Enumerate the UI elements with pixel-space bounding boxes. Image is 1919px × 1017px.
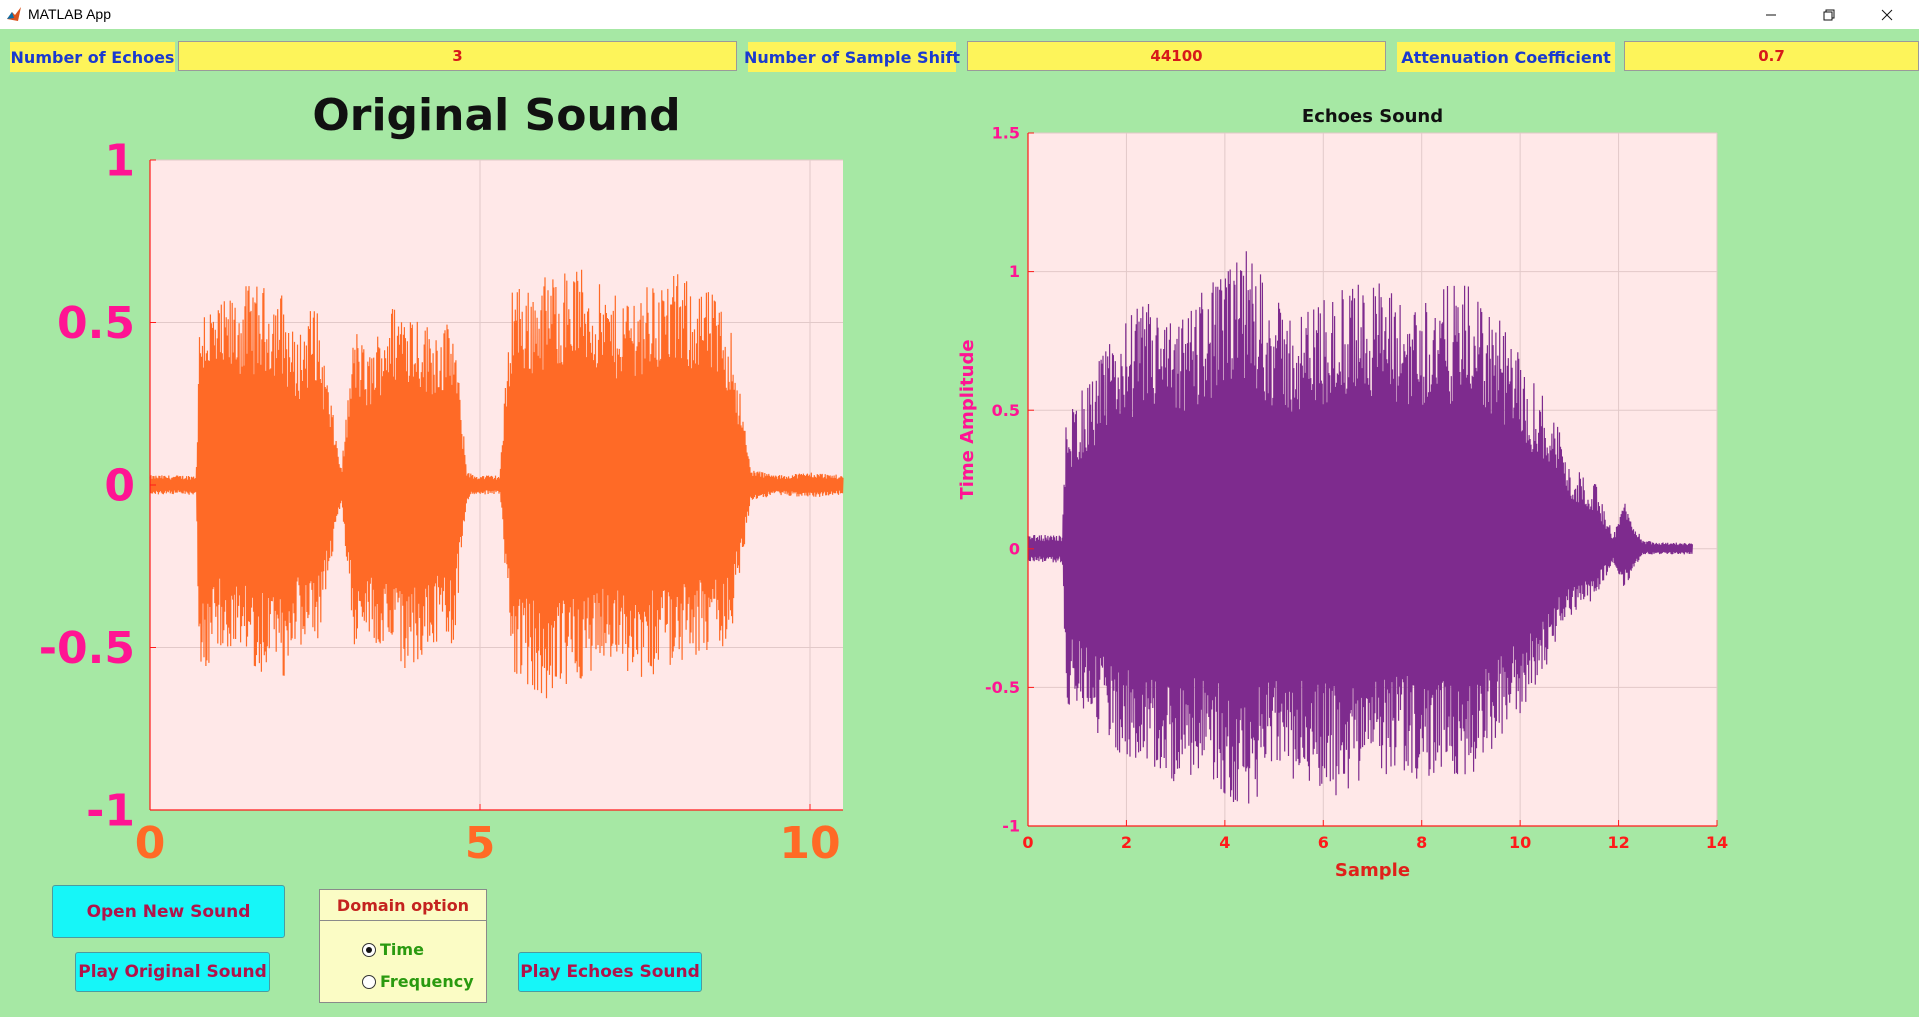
y-tick-label: -0.5 bbox=[985, 678, 1020, 697]
domain-option-group: Domain option Time Frequency bbox=[319, 889, 487, 1003]
radio-frequency-button[interactable] bbox=[362, 974, 376, 989]
y-tick-label: 0 bbox=[1009, 539, 1020, 558]
y-tick-label: -1 bbox=[1002, 817, 1020, 836]
radio-time[interactable]: Time bbox=[362, 940, 424, 959]
radio-frequency-label: Frequency bbox=[380, 972, 474, 991]
y-tick-label: 0.5 bbox=[57, 298, 135, 349]
minimize-icon bbox=[1766, 14, 1776, 15]
x-tick-label: 8 bbox=[1416, 833, 1427, 852]
x-tick-label: 14 bbox=[1706, 833, 1728, 852]
x-tick-label: 0 bbox=[135, 818, 166, 869]
y-tick-label: 1 bbox=[104, 135, 135, 186]
window-titlebar: MATLAB App bbox=[0, 0, 1919, 29]
y-tick-label: -0.5 bbox=[39, 623, 135, 674]
x-axis-label: Sample bbox=[1335, 860, 1410, 881]
waveform-line bbox=[149, 269, 844, 699]
restore-icon bbox=[1823, 9, 1835, 20]
y-tick-label: -1 bbox=[86, 785, 135, 836]
close-button[interactable] bbox=[1858, 0, 1916, 29]
play-original-sound-button[interactable]: Play Original Sound bbox=[75, 952, 270, 992]
restore-button[interactable] bbox=[1800, 0, 1858, 29]
x-tick-label: 4 bbox=[1219, 833, 1230, 852]
x-tick-label: 10 bbox=[1509, 833, 1531, 852]
echoes-label: Number of Echoes bbox=[10, 42, 175, 72]
close-icon bbox=[1881, 9, 1893, 20]
x-tick-label: 2 bbox=[1121, 833, 1132, 852]
y-tick-label: 0 bbox=[104, 460, 135, 511]
attenuation-input[interactable] bbox=[1624, 41, 1919, 71]
domain-option-title: Domain option bbox=[320, 890, 486, 921]
x-tick-label: 10 bbox=[779, 818, 840, 869]
y-tick-label: 0.5 bbox=[992, 401, 1020, 420]
echoes-input[interactable] bbox=[178, 41, 737, 71]
window-title: MATLAB App bbox=[28, 6, 112, 22]
echoes-sound-chart: -1 -0.5 0 0.5 1 1.5 0 2 4 6 8 10 12 14 Echoes Sound Sam… bbox=[957, 106, 1728, 881]
waveform-line bbox=[1027, 251, 1693, 804]
shift-label: Number of Sample Shift bbox=[744, 42, 960, 72]
radio-frequency[interactable]: Frequency bbox=[362, 972, 474, 991]
radio-time-label: Time bbox=[380, 940, 424, 959]
attenuation-label: Attenuation Coefficient bbox=[1397, 42, 1615, 72]
x-tick-label: 0 bbox=[1022, 833, 1033, 852]
radio-time-button[interactable] bbox=[362, 942, 376, 957]
y-tick-label: 1 bbox=[1009, 262, 1020, 281]
shift-input[interactable] bbox=[967, 41, 1386, 71]
x-tick-label: 6 bbox=[1318, 833, 1329, 852]
matlab-app-icon bbox=[7, 7, 21, 21]
open-new-sound-button[interactable]: Open New Sound bbox=[52, 885, 285, 938]
y-tick-label: 1.5 bbox=[992, 124, 1020, 143]
x-tick-label: 5 bbox=[465, 818, 496, 869]
play-echoes-sound-button[interactable]: Play Echoes Sound bbox=[518, 952, 702, 992]
chart-title: Original Sound bbox=[312, 90, 680, 141]
y-axis-label: Time Amplitude bbox=[957, 339, 978, 499]
minimize-button[interactable] bbox=[1742, 0, 1800, 29]
x-tick-label: 12 bbox=[1607, 833, 1629, 852]
chart-title: Echoes Sound bbox=[1302, 106, 1443, 127]
